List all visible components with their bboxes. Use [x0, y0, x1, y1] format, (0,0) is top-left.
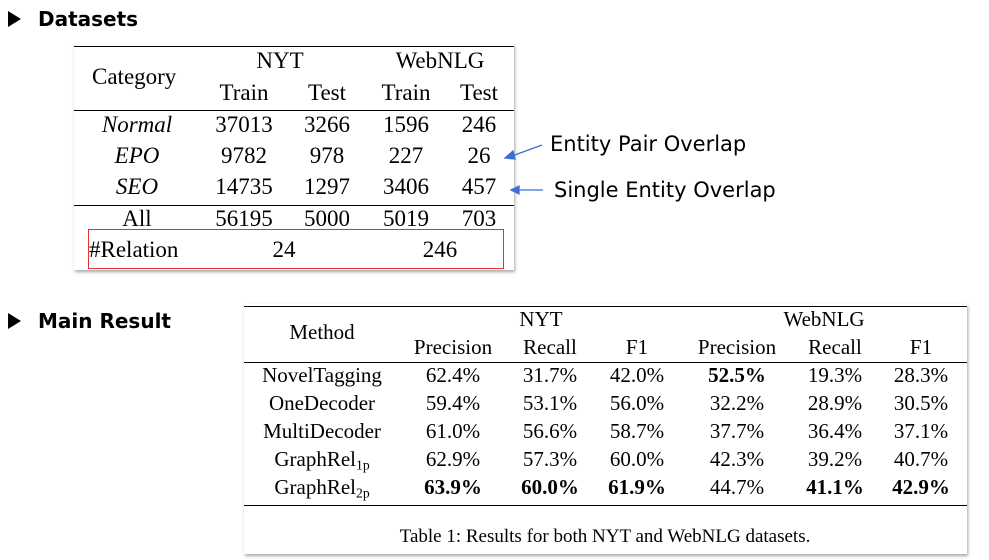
webnlg-train-header: Train	[381, 80, 431, 105]
table-cell: 28.3%	[893, 363, 949, 387]
table-caption: Table 1: Results for both NYT and WebNLG…	[399, 526, 811, 547]
cell: 3266	[304, 112, 350, 137]
nyt-test-header: Test	[308, 80, 346, 105]
main-result-heading: Main Result	[8, 306, 171, 336]
table-cell: 60.0%	[521, 475, 579, 499]
table-cell: 37.7%	[709, 419, 765, 443]
cell: 246	[422, 237, 458, 262]
table-cell: 42.3%	[709, 447, 765, 471]
cell: 26	[467, 143, 491, 168]
cell: 24	[272, 237, 296, 262]
method-subscript: 1p	[356, 457, 370, 473]
cell: 14735	[215, 174, 273, 199]
method-name: GraphRel2p	[274, 475, 369, 501]
datasets-table: Category NYT WebNLG Train Test Train Tes…	[74, 44, 514, 270]
table-cell: 28.9%	[807, 391, 863, 415]
table-cell: 36.4%	[807, 419, 863, 443]
table-cell: 42.9%	[892, 475, 950, 499]
table-cell: 59.4%	[425, 391, 481, 415]
method-label: GraphRel	[274, 475, 357, 499]
table-cell: 56.0%	[609, 391, 665, 415]
table-cell: 37.1%	[893, 419, 949, 443]
row-label-normal: Normal	[101, 112, 173, 137]
table-cell: 61.0%	[425, 419, 481, 443]
table-cell: 57.3%	[522, 447, 578, 471]
cell: 1297	[304, 174, 350, 199]
relation-highlight-box	[88, 229, 504, 269]
table-cell: 31.7%	[522, 363, 578, 387]
table-cell: 44.7%	[709, 475, 765, 499]
nyt-header: NYT	[256, 48, 304, 73]
cell: 978	[309, 143, 345, 168]
cell: 246	[461, 112, 497, 137]
row-label-epo: EPO	[114, 143, 160, 168]
method-label: OneDecoder	[268, 391, 376, 415]
webnlg-header: WebNLG	[783, 307, 865, 331]
table-cell: 39.2%	[807, 447, 863, 471]
table-cell: 61.9%	[608, 475, 666, 499]
table-cell: 56.6%	[522, 419, 578, 443]
table-top-rule	[74, 46, 514, 47]
cell: 37013	[215, 112, 273, 137]
table-cell: 40.7%	[893, 447, 949, 471]
datasets-heading-label: Datasets	[38, 7, 139, 31]
recall-header: Recall	[523, 335, 577, 359]
method-label: NovelTagging	[262, 363, 382, 387]
nyt-train-header: Train	[219, 80, 269, 105]
table-cell: 62.9%	[425, 447, 481, 471]
table-cell: 62.4%	[425, 363, 481, 387]
method-name: NovelTagging	[262, 363, 382, 388]
seo-annotation: Single Entity Overlap	[554, 178, 776, 202]
table-cell: 42.0%	[609, 363, 665, 387]
method-header: Method	[289, 320, 355, 344]
cell: 227	[388, 143, 424, 168]
table-top-rule	[244, 306, 967, 307]
cell: 9782	[221, 143, 267, 168]
table-cell: 63.9%	[424, 475, 482, 499]
cell: 56195	[215, 206, 273, 231]
table-cell: 53.1%	[522, 391, 578, 415]
results-table: Method NYT WebNLG Precision Recall F1 Pr…	[244, 304, 967, 554]
webnlg-test-header: Test	[460, 80, 498, 105]
triangle-bullet-icon	[8, 313, 21, 329]
epo-annotation: Entity Pair Overlap	[550, 132, 747, 156]
table-cell: 60.0%	[609, 447, 665, 471]
main-result-heading-label: Main Result	[38, 309, 171, 333]
method-label: MultiDecoder	[263, 419, 381, 443]
row-label-all: All	[122, 206, 152, 231]
method-name: MultiDecoder	[263, 419, 381, 444]
table-cell: 58.7%	[609, 419, 665, 443]
webnlg-header: WebNLG	[395, 48, 485, 73]
cell: 5019	[383, 206, 429, 231]
f1-header: F1	[909, 335, 933, 359]
cell: 3406	[383, 174, 429, 199]
nyt-header: NYT	[519, 307, 563, 331]
recall-header: Recall	[808, 335, 862, 359]
table-cell: 30.5%	[893, 391, 949, 415]
method-name: GraphRel1p	[274, 447, 369, 473]
cell: 703	[461, 206, 497, 231]
f1-header: F1	[625, 335, 649, 359]
table-cell: 52.5%	[708, 363, 766, 387]
total-rule	[74, 205, 514, 206]
row-label-relation: #Relation	[89, 237, 179, 262]
cell: 5000	[304, 206, 350, 231]
datasets-heading: Datasets	[8, 4, 138, 34]
method-name: OneDecoder	[269, 391, 375, 416]
cell: 1596	[383, 112, 429, 137]
table-cell: 32.2%	[709, 391, 765, 415]
method-subscript: 2p	[356, 485, 370, 501]
bottom-rule	[244, 505, 967, 506]
precision-header: Precision	[697, 335, 777, 359]
category-header: Category	[92, 64, 177, 89]
precision-header: Precision	[413, 335, 493, 359]
cell: 457	[461, 174, 497, 199]
header-rule	[74, 110, 514, 111]
triangle-bullet-icon	[8, 11, 21, 27]
table-cell: 41.1%	[806, 475, 864, 499]
row-label-seo: SEO	[115, 174, 159, 199]
header-rule	[244, 362, 967, 363]
method-label: GraphRel	[274, 447, 357, 471]
table-cell: 19.3%	[807, 363, 863, 387]
